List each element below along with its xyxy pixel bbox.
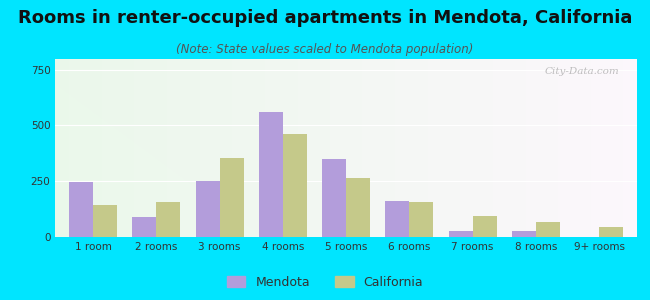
Bar bbox=[196, 181, 220, 237]
Legend: Mendota, California: Mendota, California bbox=[222, 271, 428, 294]
Bar bbox=[385, 201, 410, 237]
Bar bbox=[220, 158, 244, 237]
Bar bbox=[93, 205, 117, 237]
Bar bbox=[536, 222, 560, 237]
Bar bbox=[133, 217, 157, 237]
Bar bbox=[322, 159, 346, 237]
Bar bbox=[157, 202, 181, 237]
Bar bbox=[448, 231, 473, 237]
Bar bbox=[473, 216, 497, 237]
Bar bbox=[283, 134, 307, 237]
Bar bbox=[512, 231, 536, 237]
Bar bbox=[346, 178, 370, 237]
Text: (Note: State values scaled to Mendota population): (Note: State values scaled to Mendota po… bbox=[176, 44, 474, 56]
Bar bbox=[599, 227, 623, 237]
Bar bbox=[259, 112, 283, 237]
Bar bbox=[410, 202, 434, 237]
Text: City-Data.com: City-Data.com bbox=[545, 68, 619, 76]
Text: Rooms in renter-occupied apartments in Mendota, California: Rooms in renter-occupied apartments in M… bbox=[18, 9, 632, 27]
Bar bbox=[69, 182, 93, 237]
